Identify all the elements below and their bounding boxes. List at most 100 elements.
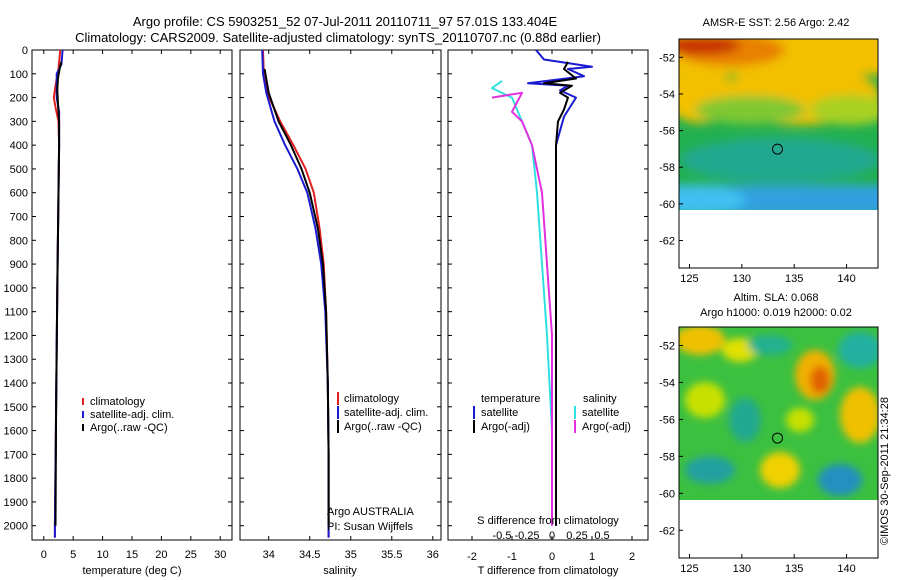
legend-label-argo: Argo(..raw -QC) bbox=[90, 422, 168, 434]
legend-title-temperature: temperature bbox=[481, 393, 540, 405]
y-tick-label: -62 bbox=[659, 525, 675, 537]
y-tick-label: 1700 bbox=[4, 449, 28, 461]
y-tick-label: 1900 bbox=[4, 497, 28, 509]
y-tick-label: 1100 bbox=[4, 307, 28, 319]
y-tick-label: -52 bbox=[659, 52, 675, 64]
y-tick-label: -54 bbox=[659, 377, 675, 389]
x-tick-label: 10 bbox=[96, 549, 108, 561]
y-tick-label: 800 bbox=[10, 235, 28, 247]
s-tick-label: 0.25 bbox=[566, 530, 587, 542]
y-tick-label: 1000 bbox=[4, 283, 28, 295]
y-tick-label: 400 bbox=[10, 140, 28, 152]
x-tick-label: 130 bbox=[733, 563, 751, 575]
legend-label-climatology: climatology bbox=[344, 393, 400, 405]
y-tick-label: -58 bbox=[659, 162, 675, 174]
legend-label-satellite: satellite-adj. clim. bbox=[344, 407, 428, 419]
y-tick-label: 1300 bbox=[4, 354, 28, 366]
temperature-legend: climatology satellite-adj. clim. Argo(..… bbox=[82, 396, 174, 434]
argo-annotation-line1: Argo AUSTRALIA bbox=[327, 506, 414, 518]
y-tick-label: -56 bbox=[659, 414, 675, 426]
credit-text: ©IMOS 30-Sep-2011 21:34:28 bbox=[879, 397, 891, 545]
title-line2: Climatology: CARS2009. Satellite-adjuste… bbox=[75, 30, 601, 45]
y-tick-label: 1600 bbox=[4, 426, 28, 438]
x-tick-label: 125 bbox=[680, 273, 698, 285]
y-tick-label: 300 bbox=[10, 116, 28, 128]
sla-map-title: Altim. SLA: 0.068 bbox=[734, 292, 819, 304]
x-tick-label: 135 bbox=[785, 563, 803, 575]
y-tick-label: -56 bbox=[659, 126, 675, 138]
x-tick-label: 2 bbox=[629, 551, 635, 563]
sla-heatmap bbox=[679, 327, 878, 500]
argo-position-marker bbox=[771, 432, 783, 444]
difference-legend: temperature salinity satellite Argo(-adj… bbox=[473, 393, 631, 433]
s-tick-label: 0 bbox=[549, 530, 555, 542]
sla-map-subtitle: Argo h1000: 0.019 h2000: 0.02 bbox=[700, 307, 852, 319]
x-tick-label: -1 bbox=[507, 551, 517, 563]
x-tick-label: 34.5 bbox=[299, 549, 320, 561]
legend-label-argo: Argo(..raw -QC) bbox=[344, 421, 422, 433]
x-tick-label: 34 bbox=[263, 549, 275, 561]
y-tick-label: 1200 bbox=[4, 330, 28, 342]
series-line-t-argo-adj bbox=[543, 61, 577, 526]
t-difference-label: T difference from climatology bbox=[478, 565, 619, 577]
argo-position-marker bbox=[771, 143, 783, 155]
legend-label-climatology: climatology bbox=[90, 396, 146, 408]
y-tick-label: -60 bbox=[659, 488, 675, 500]
y-tick-label: -62 bbox=[659, 236, 675, 248]
series-line-argo-raw-qc bbox=[263, 68, 330, 526]
argo-annotation-line2: PI: Susan Wijffels bbox=[327, 521, 413, 533]
legend-label-satellite: satellite-adj. clim. bbox=[90, 409, 174, 421]
y-tick-label: 500 bbox=[10, 164, 28, 176]
x-tick-label: 0 bbox=[549, 551, 555, 563]
x-tick-label: 36 bbox=[427, 549, 439, 561]
x-tick-label: 0 bbox=[41, 549, 47, 561]
s-difference-label: S difference from climatology bbox=[477, 515, 619, 527]
x-tick-label: 140 bbox=[837, 563, 855, 575]
legend-label-s-argo: Argo(-adj) bbox=[582, 421, 631, 433]
y-tick-label: 2000 bbox=[4, 521, 28, 533]
sst-map-title: AMSR-E SST: 2.56 Argo: 2.42 bbox=[703, 17, 850, 29]
x-tick-label: -2 bbox=[467, 551, 477, 563]
x-tick-label: 140 bbox=[837, 273, 855, 285]
x-tick-label: 20 bbox=[155, 549, 167, 561]
salinity-panel: 34 34.5 35 35.5 36 climatology satellite-adj… bbox=[239, 49, 442, 577]
temperature-xlabel: temperature (deg C) bbox=[82, 565, 181, 577]
x-tick-label: 35.5 bbox=[381, 549, 402, 561]
s-tick-label: 0.5 bbox=[594, 530, 609, 542]
x-tick-label: 130 bbox=[733, 273, 751, 285]
y-tick-label: 900 bbox=[10, 259, 28, 271]
temperature-panel: 0100200300400500600700800900100011001200… bbox=[4, 45, 233, 577]
y-tick-label: -54 bbox=[659, 89, 675, 101]
sst-map-panel: AMSR-E SST: 2.56 Argo: 2.42 125 130 135 140… bbox=[659, 17, 879, 285]
series-line-argo-raw-qc bbox=[54, 61, 63, 526]
title-line1: Argo profile: CS 5903251_52 07-Jul-2011 … bbox=[133, 14, 558, 29]
s-tick-label: -0.5 bbox=[493, 530, 512, 542]
difference-panel: -2 -1 0 1 2 -0.5 -0.25 0 0.25 0.5 temperature sal… bbox=[447, 49, 649, 577]
sla-map-panel: Altim. SLA: 0.068 Argo h1000: 0.019 h200… bbox=[659, 292, 879, 575]
y-tick-label: -60 bbox=[659, 199, 675, 211]
x-tick-label: 35 bbox=[345, 549, 357, 561]
y-tick-label: 1400 bbox=[4, 378, 28, 390]
y-tick-label: 0 bbox=[22, 45, 28, 57]
legend-title-salinity: salinity bbox=[583, 393, 617, 405]
x-tick-label: 15 bbox=[126, 549, 138, 561]
legend-label-s-satellite: satellite bbox=[582, 407, 619, 419]
y-tick-label: 1500 bbox=[4, 402, 28, 414]
x-tick-label: 1 bbox=[589, 551, 595, 563]
x-tick-label: 30 bbox=[214, 549, 226, 561]
y-tick-label: 700 bbox=[10, 212, 28, 224]
y-tick-label: -58 bbox=[659, 451, 675, 463]
s-tick-label: -0.25 bbox=[514, 530, 539, 542]
y-tick-label: 100 bbox=[10, 69, 28, 81]
y-tick-label: 200 bbox=[10, 93, 28, 105]
x-tick-label: 5 bbox=[70, 549, 76, 561]
legend-label-t-satellite: satellite bbox=[481, 407, 518, 419]
series-line-s-satellite bbox=[491, 80, 553, 526]
salinity-legend: climatology satellite-adj. clim. Argo(..… bbox=[337, 392, 428, 433]
sst-heatmap bbox=[679, 39, 878, 210]
y-tick-label: 600 bbox=[10, 188, 28, 200]
series-line-s-argo-adj bbox=[491, 91, 553, 526]
y-tick-label: -52 bbox=[659, 340, 675, 352]
x-tick-label: 135 bbox=[785, 273, 803, 285]
